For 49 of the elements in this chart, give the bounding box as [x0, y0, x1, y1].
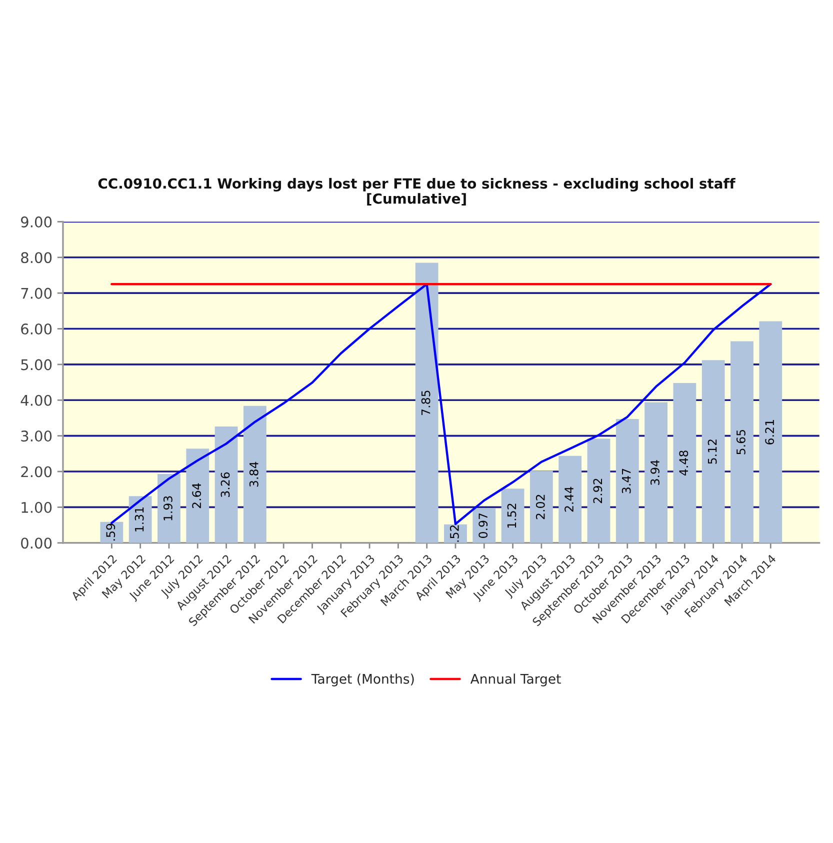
- data-label: 3.84: [249, 462, 258, 487]
- data-label: 7.85: [421, 390, 430, 415]
- bar: [759, 321, 782, 543]
- data-label: 2.64: [192, 483, 202, 508]
- bar: [214, 426, 238, 543]
- y-tick-label: 1.00: [22, 502, 52, 513]
- bar: [616, 419, 639, 543]
- bar: [186, 448, 210, 543]
- y-tick-label: 4.00: [20, 394, 52, 406]
- bar: [501, 488, 524, 543]
- data-label: .59: [106, 524, 116, 540]
- data-label: .52: [450, 525, 459, 542]
- data-label: 5.65: [736, 430, 746, 454]
- data-label: 3.94: [650, 460, 660, 485]
- bar: [415, 262, 438, 543]
- bar: [673, 383, 696, 543]
- y-tick-label: 5.00: [21, 359, 52, 370]
- y-tick-label: 6.00: [21, 323, 52, 335]
- bar: [158, 474, 180, 543]
- bar: [644, 402, 668, 543]
- data-label: 3.26: [220, 472, 230, 497]
- bar: [243, 406, 266, 543]
- y-tick-label: 9.00: [21, 216, 52, 228]
- bar: [128, 496, 152, 543]
- bar: [530, 470, 553, 543]
- chart-title: CC.0910.CC1.1 Working days lost per FTE due to sickness - excluding school staff [Cumulative]: [98, 178, 736, 206]
- data-label: 3.47: [622, 468, 631, 494]
- y-tick-label: 2.00: [21, 466, 52, 478]
- data-label: 1.93: [163, 496, 172, 520]
- bar: [587, 438, 610, 543]
- y-tick-label: 8.00: [21, 252, 52, 264]
- bar: [702, 360, 725, 543]
- bar: [730, 341, 754, 543]
- data-label: 5.12: [708, 440, 717, 464]
- y-tick-label: 7.00: [21, 288, 52, 299]
- data-label: 2.92: [593, 478, 602, 504]
- data-label: 1.52: [507, 504, 516, 528]
- data-label: 4.48: [679, 450, 688, 476]
- legend-label: Target (Months): [311, 674, 414, 686]
- bar: [558, 456, 582, 543]
- data-label: 2.02: [536, 494, 545, 520]
- data-label: 6.21: [765, 420, 774, 444]
- data-label: 1.31: [134, 507, 144, 532]
- y-tick-label: 3.00: [21, 430, 52, 442]
- data-label: 2.44: [564, 486, 574, 512]
- y-tick-label: 0.00: [21, 538, 52, 549]
- bar: [472, 508, 496, 543]
- legend-label: Annual Target: [470, 674, 561, 686]
- data-label: 0.97: [478, 513, 488, 538]
